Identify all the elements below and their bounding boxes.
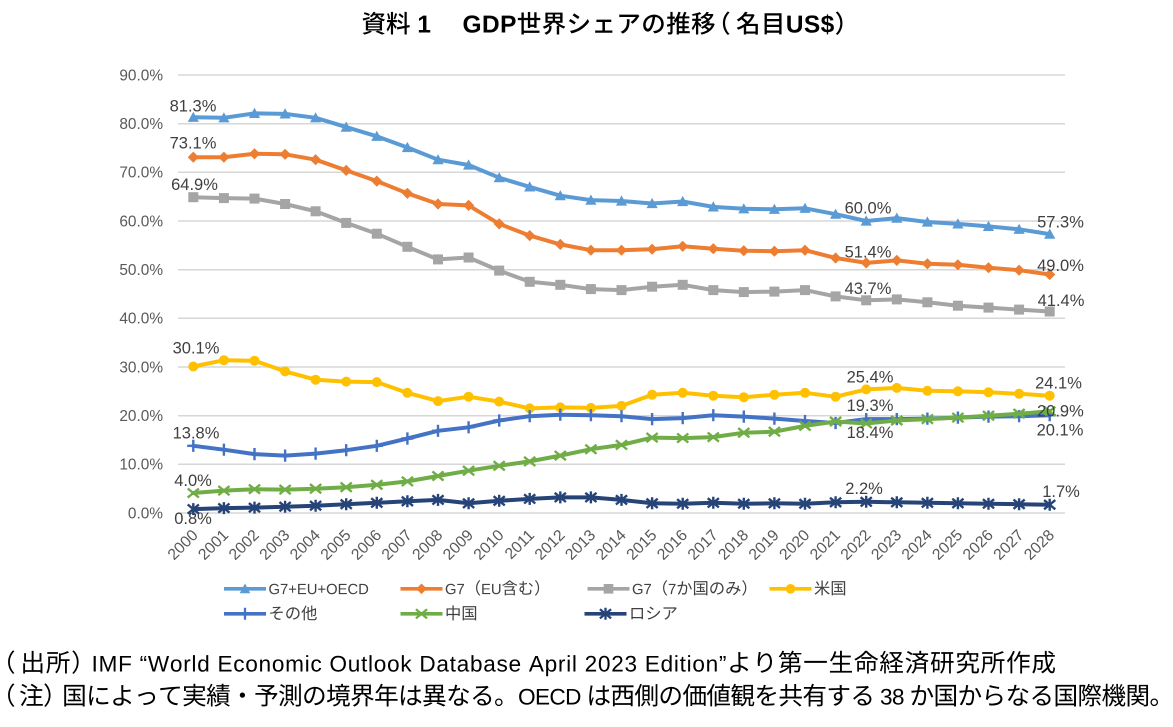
svg-text:90.0%: 90.0% (119, 67, 163, 84)
svg-text:43.7%: 43.7% (845, 280, 892, 298)
svg-text:51.4%: 51.4% (845, 244, 892, 262)
svg-text:81.3%: 81.3% (170, 98, 217, 116)
svg-text:70.0%: 70.0% (119, 165, 163, 182)
svg-text:19.3%: 19.3% (847, 397, 894, 415)
svg-text:20.9%: 20.9% (1037, 403, 1084, 421)
svg-text:30.1%: 30.1% (173, 340, 220, 358)
svg-text:60.0%: 60.0% (119, 213, 163, 230)
svg-text:10.0%: 10.0% (119, 457, 163, 474)
svg-text:20.1%: 20.1% (1037, 422, 1084, 440)
svg-text:80.0%: 80.0% (119, 116, 163, 133)
svg-text:0.0%: 0.0% (128, 505, 163, 522)
svg-text:40.0%: 40.0% (119, 311, 163, 328)
svg-text:18.4%: 18.4% (847, 424, 894, 442)
svg-text:1.7%: 1.7% (1042, 483, 1080, 501)
svg-text:4.0%: 4.0% (174, 472, 212, 490)
svg-text:49.0%: 49.0% (1037, 257, 1084, 275)
svg-text:30.0%: 30.0% (119, 359, 163, 376)
svg-text:0.8%: 0.8% (174, 510, 212, 528)
svg-text:13.8%: 13.8% (173, 425, 220, 443)
svg-text:25.4%: 25.4% (847, 369, 894, 387)
svg-text:2.2%: 2.2% (845, 480, 883, 498)
svg-text:64.9%: 64.9% (171, 176, 218, 194)
svg-text:60.0%: 60.0% (845, 200, 892, 218)
svg-text:73.1%: 73.1% (170, 135, 217, 153)
svg-text:20.0%: 20.0% (119, 408, 163, 425)
svg-text:57.3%: 57.3% (1037, 213, 1084, 231)
svg-text:24.1%: 24.1% (1035, 375, 1082, 393)
svg-text:50.0%: 50.0% (119, 262, 163, 279)
svg-text:41.4%: 41.4% (1038, 292, 1085, 310)
